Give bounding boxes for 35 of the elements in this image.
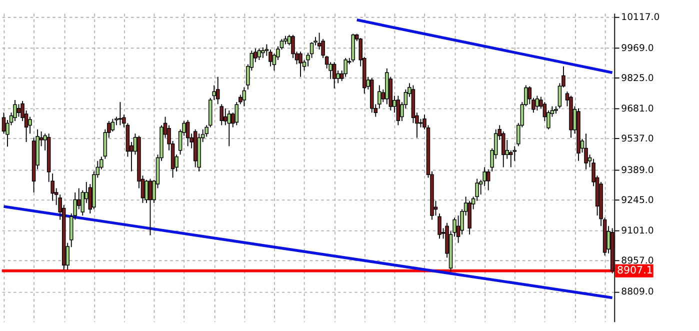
candlestick [298, 51, 302, 78]
candlestick [261, 46, 265, 58]
candlestick [234, 102, 239, 126]
candlestick [344, 57, 348, 78]
y-tick-label: 8809.0 [621, 286, 654, 298]
candlestick [16, 104, 21, 118]
candlestick [216, 76, 220, 105]
candlestick [118, 102, 122, 126]
candlestick [227, 110, 232, 147]
y-tick-label: 9389.0 [621, 164, 654, 176]
candlestick [148, 178, 152, 236]
y-tick-label: 9681.0 [621, 103, 654, 114]
y-tick-label: 9101.0 [621, 225, 654, 236]
candlestick [257, 48, 262, 61]
ref-line-label: 8907.1 [616, 264, 653, 277]
candlestick [438, 212, 442, 240]
candlestick [509, 150, 513, 168]
candlestick [220, 104, 224, 126]
candlestick [535, 95, 540, 111]
candlestick [224, 108, 228, 126]
candlestick [486, 168, 490, 191]
candlestick [28, 116, 32, 134]
y-tick-label: 9537.0 [621, 134, 654, 145]
y-tick-label: 9969.0 [621, 42, 654, 54]
y-tick-label: 10117.0 [621, 12, 660, 23]
y-tick-label: 8957.0 [621, 256, 654, 267]
candlestick [13, 100, 17, 122]
candlestick [144, 179, 148, 204]
y-tick-label: 9245.0 [621, 195, 654, 206]
y-tick-label: 9825.0 [621, 73, 654, 84]
candlestick [332, 62, 336, 89]
candlestick [584, 133, 588, 170]
candlestick [242, 86, 246, 107]
candlestick [186, 119, 190, 147]
candlestick [396, 95, 400, 126]
